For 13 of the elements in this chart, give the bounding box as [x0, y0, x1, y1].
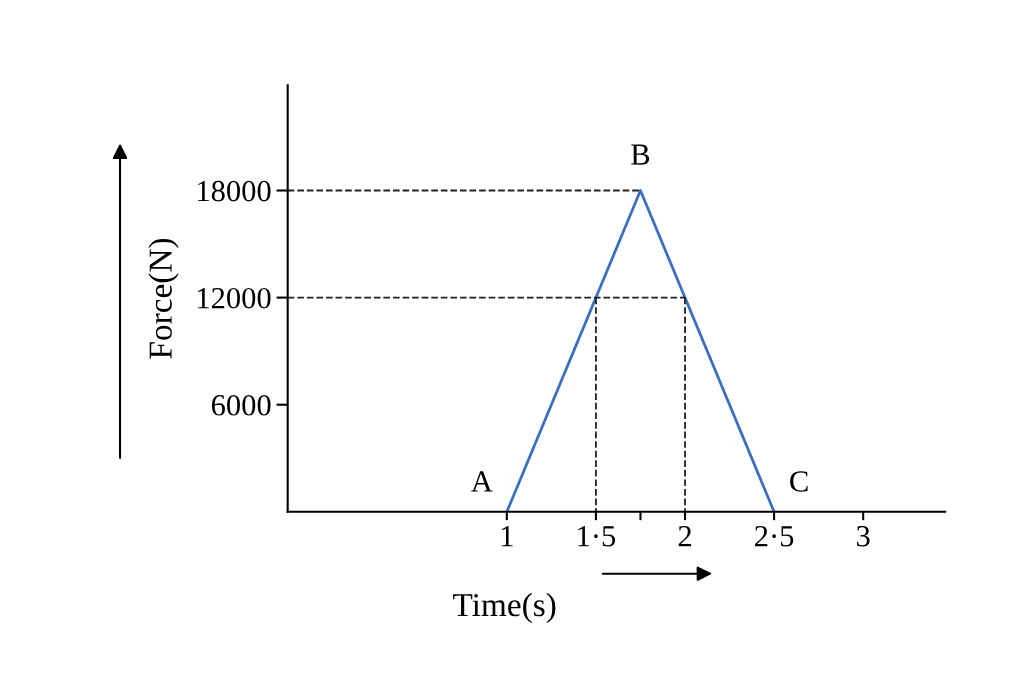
annotation: B: [631, 144, 650, 165]
y-tick-label: 12000: [198, 287, 271, 309]
annotation: C: [790, 471, 808, 492]
y-axis-title: Force(N): [148, 238, 179, 359]
x-tick-label: 1·5: [578, 526, 616, 547]
annotation: A: [471, 471, 493, 492]
x-tick-label: 2: [678, 525, 691, 547]
y-tick-label: 18000: [198, 180, 271, 202]
x-tick-label: 3: [856, 525, 870, 547]
x-axis-title: Time(s): [453, 592, 556, 624]
y-tick-label: 6000: [211, 394, 271, 416]
x-tick-label: 2·5: [755, 525, 794, 547]
x-tick-label: 1: [501, 526, 513, 547]
